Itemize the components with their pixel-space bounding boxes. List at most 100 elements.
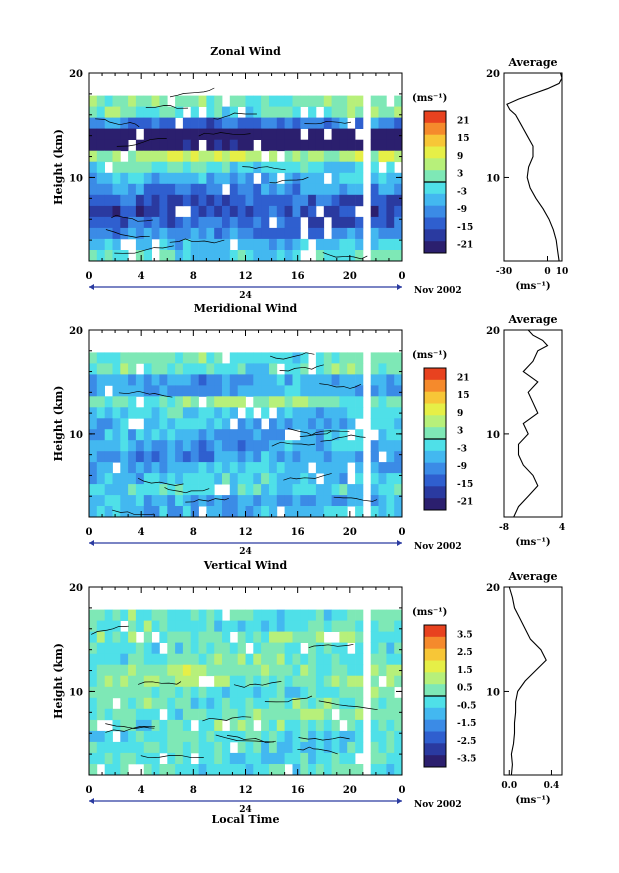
field-cell [347,675,356,688]
field-cell [198,642,207,654]
field-cell [229,484,238,496]
field-cell [222,451,231,463]
field-cell [284,473,293,485]
field-cell [394,374,403,386]
field-cell [190,620,199,632]
field-cell [229,183,238,196]
field-cell [159,172,168,185]
field-cell [292,675,301,688]
field-cell [269,451,278,463]
field-cell [182,352,192,364]
profile-title: Average [507,570,557,583]
field-cell [237,620,246,632]
field-cell [323,495,332,507]
field-cell [315,764,325,776]
field-cell [104,620,113,632]
field-cell [245,374,254,386]
field-cell [339,495,348,507]
field-cell [104,653,113,666]
colorbar-tick-label: 1.5 [457,666,473,676]
field-cell [229,396,238,408]
field-cell [331,730,340,743]
field-cell [261,128,270,140]
field-cell [135,484,145,496]
field-cell [135,752,145,765]
field-cell [308,675,317,688]
contour-line [304,120,352,125]
field-cell [182,238,192,251]
field-cell [214,429,223,441]
field-cell [339,764,348,776]
field-cell [167,697,176,710]
field-cell [323,106,332,118]
profile-x-tick-label: 0.4 [544,781,560,791]
field-cell [89,451,98,463]
field-cell [323,620,332,632]
colorbar-swatch [424,696,446,709]
field-cell [190,451,199,463]
field-cell [292,139,301,152]
colorbar-tick-label: 21 [457,373,470,383]
field-cell [167,363,176,375]
field-cell [96,620,105,632]
field-cell [331,418,340,430]
profile-x-tick-label: 0 [544,267,550,277]
field-cell [284,117,293,129]
field-cell [120,764,129,776]
field-cell [206,642,215,654]
field-cell [96,440,105,452]
field-cell [261,117,270,129]
field-cell [135,653,145,666]
field-cell [276,620,285,632]
x-tick-label: 12 [239,785,253,796]
field-cell [120,697,129,710]
field-cell [167,352,176,364]
field-cell [175,238,184,251]
field-cell [370,462,379,474]
field-cell [355,238,364,251]
field-cell [120,506,129,518]
field-cell [370,418,379,430]
field-cell [261,664,270,677]
field-cell [276,741,285,754]
field-cell [182,216,192,229]
field-cell [96,238,105,251]
contour-line [164,487,210,494]
field-cell [159,95,168,107]
field-cell [120,675,129,688]
field-cell [253,764,262,776]
field-cell [355,183,364,196]
field-cell [151,495,160,507]
field-cell [284,451,293,463]
field-cell [198,194,207,207]
field-cell [198,664,207,677]
field-cell [323,385,332,397]
field-cell [339,631,348,643]
field-cell [159,686,168,699]
field-cell [96,686,105,699]
field-cell [151,730,160,743]
x-tick-label: 4 [138,271,145,282]
field-cell [120,686,129,699]
field-cell [143,139,152,152]
zero-contours [91,625,378,759]
field-cell [229,363,238,375]
field-cell [151,205,160,218]
field-cell [269,396,278,408]
field-cell [175,385,184,397]
field-cell [190,374,199,386]
field-cell [112,451,121,463]
field-cell [355,227,364,240]
colorbar-swatch [424,111,446,124]
field-cell [175,664,184,677]
field-cell [143,150,152,163]
field-cell [237,117,246,129]
field-cell [269,764,278,776]
field-cell [229,385,238,397]
colorbar-tick-label: 0.5 [457,684,473,694]
field-cell [347,139,356,152]
field-cell [104,631,113,643]
field-cell [253,620,262,632]
field-cell [292,451,301,463]
field-cell [394,708,403,721]
